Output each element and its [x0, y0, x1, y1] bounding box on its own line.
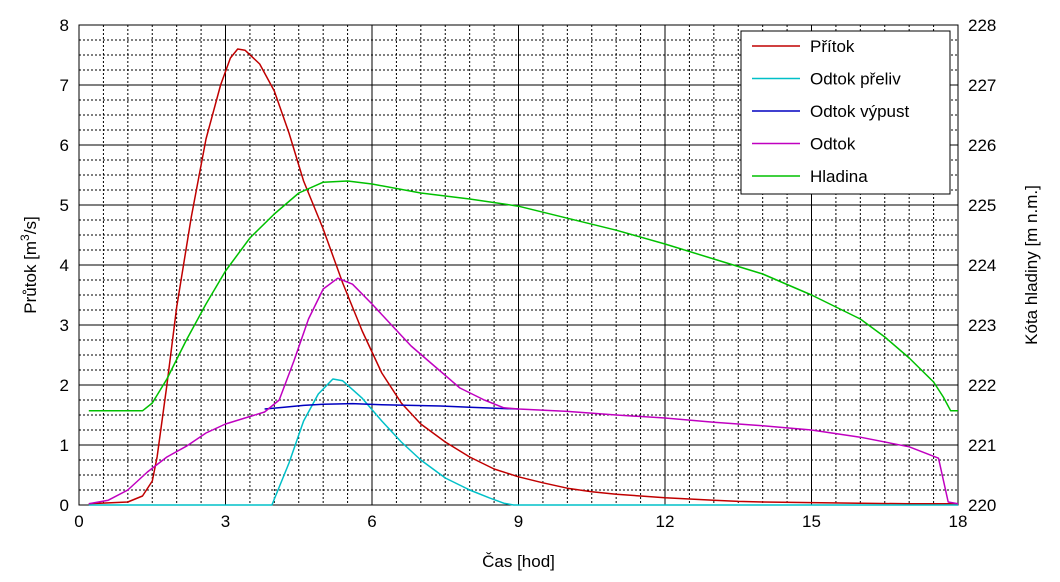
x-axis-title: Čas [hod]: [482, 552, 555, 571]
legend-label: Odtok výpust: [810, 102, 909, 121]
left-axis-title-exponent: 3: [18, 234, 32, 241]
left-y-tick-label: 8: [60, 16, 69, 35]
x-tick-label: 3: [221, 512, 230, 531]
left-y-tick-label: 7: [60, 76, 69, 95]
x-tick-label: 0: [74, 512, 83, 531]
left-axis-title-prefix: Průtok [m: [21, 241, 40, 314]
right-axis-title: Kóta hladiny [m n.m.]: [1022, 185, 1041, 345]
legend-label: Přítok: [810, 37, 855, 56]
legend-box: [740, 30, 951, 195]
right-y-tick-label: 227: [968, 76, 996, 95]
left-y-tick-label: 3: [60, 316, 69, 335]
left-y-tick-label: 6: [60, 136, 69, 155]
right-y-tick-label: 221: [968, 436, 996, 455]
left-axis-tick-labels: 0 1 2 3 4 5 6 7 8: [60, 16, 69, 515]
left-y-tick-label: 4: [60, 256, 69, 275]
series-line-1: [88, 48, 958, 505]
legend-label: Odtok přeliv: [810, 70, 901, 89]
left-axis-title-suffix: /s]: [21, 216, 40, 234]
left-axis-title: Průtok [m3/s]: [18, 216, 40, 313]
x-tick-label: 9: [514, 512, 523, 531]
series-lines: [88, 48, 959, 506]
right-y-tick-label: 224: [968, 256, 996, 275]
right-axis-tick-labels: 220 221 222 223 224 225 226 227 228: [968, 16, 996, 515]
x-axis-tick-labels: 0 3 6 9 12 15 18: [74, 512, 967, 531]
right-y-tick-label: 223: [968, 316, 996, 335]
legend-label: Hladina: [810, 167, 868, 186]
series-line-2: [88, 378, 958, 506]
x-tick-label: 15: [802, 512, 821, 531]
x-tick-label: 6: [367, 512, 376, 531]
left-y-tick-label: 1: [60, 436, 69, 455]
series-line-5: [88, 180, 958, 412]
legend-label: Odtok: [810, 135, 856, 154]
right-y-tick-label: 226: [968, 136, 996, 155]
series-line-4: [88, 277, 959, 505]
x-tick-label: 12: [656, 512, 675, 531]
series-line-3: [264, 402, 519, 410]
legend: Přítok Odtok přeliv Odtok výpust Odtok Hladi…: [740, 30, 951, 195]
right-y-tick-label: 222: [968, 376, 996, 395]
x-tick-label: 18: [949, 512, 968, 531]
left-y-tick-label: 0: [60, 496, 69, 515]
left-y-tick-label: 2: [60, 376, 69, 395]
left-y-tick-label: 5: [60, 196, 69, 215]
right-y-tick-label: 220: [968, 496, 996, 515]
right-y-tick-label: 228: [968, 16, 996, 35]
right-y-tick-label: 225: [968, 196, 996, 215]
